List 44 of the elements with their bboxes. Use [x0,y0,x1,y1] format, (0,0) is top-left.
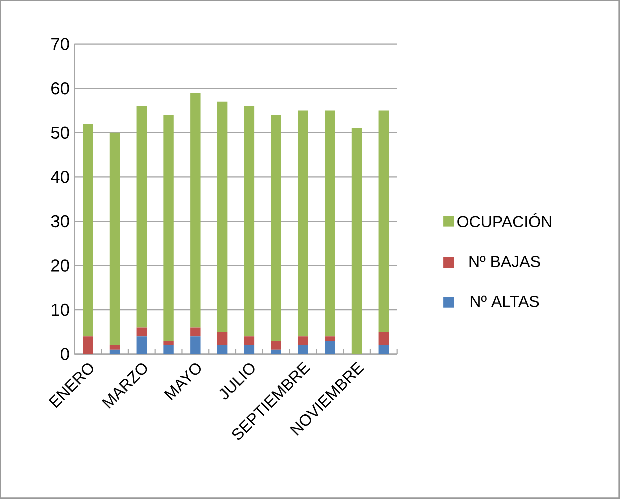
bar [325,341,336,354]
bar [271,350,282,354]
bar [244,106,255,337]
bar [136,328,148,337]
bar [325,336,336,342]
bar [190,93,201,328]
bar [271,115,282,342]
bar [136,336,148,354]
legend-label: Nº ALTAS [470,296,540,308]
bar [217,345,228,354]
legend-label: OCUPACIÓN [458,214,552,228]
bar [298,336,308,346]
bar [244,345,255,354]
bar [378,345,390,354]
y-tick-label: 70 [52,38,70,50]
bar [83,124,94,337]
bar [244,336,255,346]
bar [110,350,120,354]
y-tick-label: 40 [51,171,70,184]
y-tick-label: 0 [60,348,70,360]
bar [110,345,120,350]
bar [190,328,201,337]
y-tick-label: 50 [51,126,70,140]
y-tick-label: 60 [52,82,70,95]
legend-label: Nº BAJAS [470,256,540,268]
bar [190,336,201,354]
bar [136,106,148,328]
bar [217,102,228,332]
bar [164,341,174,346]
bar [378,332,390,346]
bar [110,132,120,346]
y-tick-label: 10 [52,304,70,316]
bar [271,341,282,350]
bar [164,115,174,342]
bar [352,128,362,354]
y-tick-label: 20 [52,260,70,272]
bar [325,110,336,337]
y-tick-label: 30 [51,215,70,228]
bar [164,345,174,354]
bar [378,110,390,332]
bar [217,332,228,346]
bar [83,336,94,354]
bar [298,345,308,354]
bar [298,110,308,337]
